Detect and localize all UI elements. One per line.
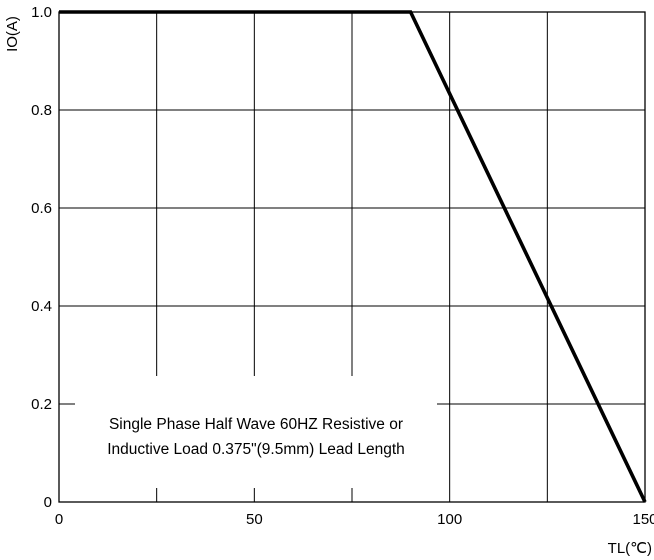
y-tick-label: 1.0 [31, 4, 52, 21]
annotation-line-2: Inductive Load 0.375"(9.5mm) Lead Length [107, 441, 405, 458]
y-tick-label: 0 [44, 494, 52, 511]
x-tick-labels: 0 50 100 150 [55, 511, 654, 528]
y-axis-label: IO(A) [4, 16, 21, 52]
y-tick-label: 0.8 [31, 102, 52, 119]
grid [59, 12, 645, 502]
annotation-line-1: Single Phase Half Wave 60HZ Resistive or [109, 416, 403, 433]
y-tick-label: 0.4 [31, 298, 52, 315]
x-tick-label: 100 [437, 511, 462, 528]
x-tick-label: 150 [632, 511, 654, 528]
series-line-1 [59, 10, 647, 503]
y-tick-label: 0.2 [31, 396, 52, 413]
x-tick-label: 50 [246, 511, 263, 528]
annotation: Single Phase Half Wave 60HZ Resistive or… [75, 376, 437, 488]
series-layer [59, 10, 647, 503]
y-tick-labels: 0 0.2 0.4 0.6 0.8 1.0 [31, 4, 52, 511]
y-tick-label: 0.6 [31, 200, 52, 217]
x-tick-label: 0 [55, 511, 63, 528]
annotation-background [75, 376, 437, 488]
x-axis-label: TL(℃) [608, 540, 652, 557]
